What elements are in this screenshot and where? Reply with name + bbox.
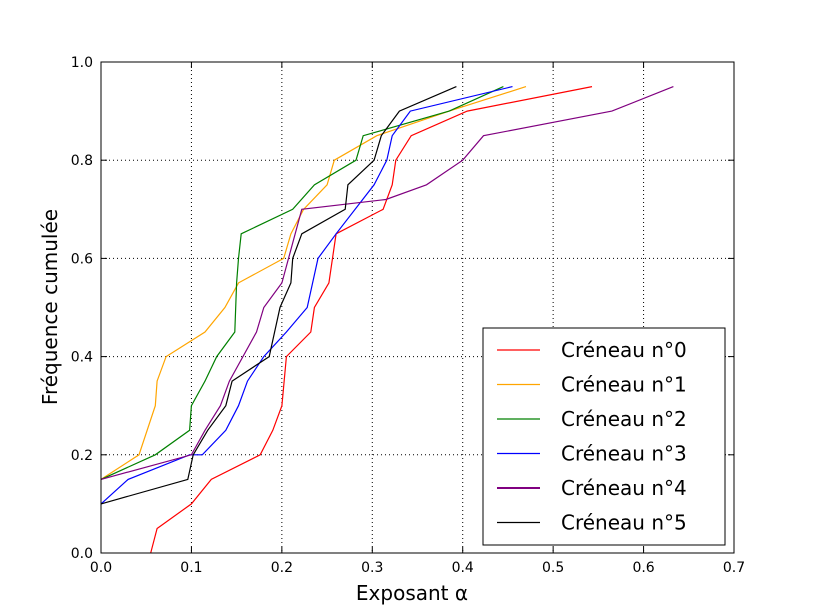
y-axis-title: Fréquence cumulée <box>38 209 62 405</box>
y-tick-label: 0.2 <box>71 448 93 464</box>
y-tick-label: 0.8 <box>71 153 93 169</box>
legend-label-3: Créneau n°3 <box>561 442 687 466</box>
legend-frame <box>482 327 726 546</box>
series-line-0 <box>150 86 593 554</box>
x-tick-label: 0.3 <box>361 560 383 576</box>
grid <box>101 62 734 553</box>
series-line-4 <box>100 86 674 480</box>
legend-label-0: Créneau n°0 <box>561 338 687 362</box>
x-axis-title: Exposant α <box>356 581 468 605</box>
series-line-3 <box>100 86 513 505</box>
x-tick-label: 0.7 <box>723 560 745 576</box>
legend-label-1: Créneau n°1 <box>561 373 687 397</box>
y-tick-label: 1.0 <box>71 55 93 71</box>
x-tick-label: 0.2 <box>271 560 293 576</box>
series-lines <box>100 86 674 554</box>
axis-ticks: 0.0 0.1 0.2 0.3 0.4 0.5 0.6 0.7 0.0 0.2 0.4 0.6 0.8 1… <box>71 55 745 576</box>
series-line-1 <box>100 86 527 480</box>
x-tick-label: 0.5 <box>542 560 564 576</box>
y-tick-label: 0.0 <box>71 546 93 562</box>
x-tick-label: 0.1 <box>180 560 202 576</box>
legend-label-5: Créneau n°5 <box>561 511 687 535</box>
y-tick-label: 0.4 <box>71 350 93 366</box>
x-tick-label: 0.0 <box>90 560 112 576</box>
legend-label-4: Créneau n°4 <box>561 476 687 500</box>
x-tick-label: 0.4 <box>452 560 474 576</box>
series-line-2 <box>100 86 504 480</box>
legend-label-2: Créneau n°2 <box>561 407 687 431</box>
legend: Créneau n°0 Créneau n°1 Créneau n°2 Créneau… <box>482 327 726 546</box>
x-tick-label: 0.6 <box>632 560 654 576</box>
series-line-5 <box>100 86 457 505</box>
plot-frame <box>100 61 735 554</box>
y-tick-label: 0.6 <box>71 251 93 267</box>
